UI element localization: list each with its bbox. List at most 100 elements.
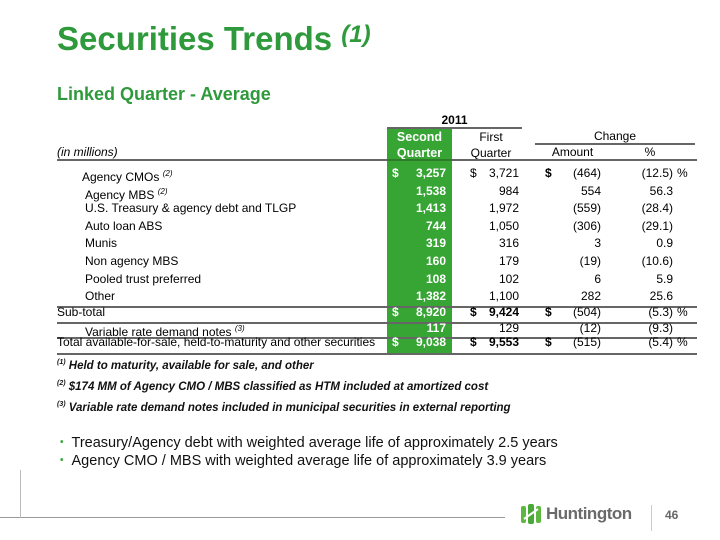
second-quarter-value: 319	[425, 236, 446, 250]
row-footnote-mark: (3)	[234, 324, 245, 333]
row-label-text: Agency MBS	[85, 188, 155, 202]
table-row: Sub-total $ $ $8,920 9,424 (504) (5.3)%	[0, 304, 720, 321]
row-label: U.S. Treasury & agency debt and TLGP	[85, 200, 296, 217]
footnote: (2) $174 MM of Agency CMO / MBS classifi…	[57, 380, 488, 393]
row-label-text: Agency CMOs	[82, 170, 160, 184]
bullet-item: • Treasury/Agency debt with weighted aver…	[60, 435, 558, 451]
pct-sign: %	[677, 166, 688, 180]
pct-value: 0.9	[656, 236, 673, 250]
table-row: Other 1,382 1,100 282 25.6	[0, 288, 720, 305]
first-quarter-dollar: $	[470, 166, 477, 180]
second-quarter-value: 3,257	[415, 166, 446, 180]
first-quarter-dollar: $	[470, 305, 477, 319]
row-label-text: U.S. Treasury & agency debt and TLGP	[85, 201, 297, 215]
table-rule	[57, 353, 697, 355]
first-quarter-value: 9,424	[488, 305, 519, 319]
first-quarter-dollar: $	[470, 335, 477, 349]
row-label: Agency MBS (2)	[85, 183, 168, 204]
amount-value: (559)	[572, 201, 601, 215]
huntington-logo-icon	[521, 504, 541, 524]
table-row: Agency MBS (2) 1,538 984 554 56.3	[0, 183, 720, 202]
table-row: Munis 319 316 3 0.9	[0, 235, 720, 252]
col-first-quarter: First Quarter	[470, 130, 512, 160]
amount-value: 3	[594, 236, 601, 250]
row-label: Total available-for-sale, held-to-maturi…	[57, 334, 375, 351]
row-label: Variable rate demand notes (3)	[85, 320, 245, 341]
row-label: Auto loan ABS	[85, 218, 162, 235]
second-quarter-value: 1,413	[415, 201, 446, 215]
table-row: Agency CMOs (2) $ $ $3,257 3,721 (464) (12.5)%	[0, 165, 720, 184]
row-label-text: Variable rate demand notes	[85, 325, 232, 339]
footnote-text: $174 MM of Agency CMO / MBS classified a…	[68, 380, 489, 393]
second-quarter-value: 744	[425, 219, 446, 233]
col-change: Change	[593, 129, 637, 143]
first-quarter-value: 984	[498, 184, 519, 198]
second-quarter-dollar: $	[392, 305, 399, 319]
amount-value: (12)	[579, 321, 601, 335]
huntington-logo: Huntington	[520, 503, 632, 525]
row-label: Sub-total	[57, 304, 105, 321]
first-quarter-value: 1,100	[488, 289, 519, 303]
first-quarter-value: 3,721	[488, 166, 519, 180]
pct-value: (10.6)	[641, 254, 673, 268]
row-label-text: Other	[85, 289, 116, 303]
bullet-icon: •	[60, 455, 64, 466]
table-row: Variable rate demand notes (3) 117 129 (12)…	[0, 320, 720, 339]
logo-text: Huntington	[546, 504, 632, 523]
pct-value: (9.3)	[648, 321, 673, 335]
row-label-text: Total available-for-sale, held-to-maturi…	[57, 335, 376, 349]
col-pct: %	[644, 145, 656, 159]
amount-value: (504)	[572, 305, 601, 319]
pct-value: (5.4)	[648, 335, 673, 349]
row-footnote-mark: (2)	[157, 187, 168, 196]
footnote: (1) Held to maturity, available for sale…	[57, 359, 314, 372]
row-label-text: Pooled trust preferred	[85, 272, 202, 286]
row-label: Munis	[85, 235, 117, 252]
pct-sign: %	[677, 335, 688, 349]
pct-sign: %	[677, 305, 688, 319]
row-label-text: Auto loan ABS	[85, 219, 163, 233]
page-number: 46	[665, 508, 679, 522]
year-header: 2011	[441, 113, 468, 127]
second-quarter-value: 9,038	[415, 335, 446, 349]
slide-subtitle: Linked Quarter - Average	[57, 84, 271, 104]
pct-value: 5.9	[656, 272, 673, 286]
pct-value: (29.1)	[641, 219, 673, 233]
row-label-text: Munis	[85, 236, 118, 250]
title-footnote-mark: (1)	[341, 21, 371, 48]
amount-dollar: $	[545, 335, 552, 349]
amount-value: 6	[594, 272, 601, 286]
amount-value: (515)	[572, 335, 601, 349]
second-quarter-value: 8,920	[415, 305, 446, 319]
footnote-mark: (1)	[57, 359, 66, 366]
row-footnote-mark: (2)	[162, 169, 173, 178]
amount-dollar: $	[545, 305, 552, 319]
bullet-text: Agency CMO / MBS with weighted average l…	[71, 453, 547, 469]
row-label-text: Sub-total	[57, 305, 106, 319]
row-label: Pooled trust preferred	[85, 271, 201, 288]
table-rule	[57, 322, 697, 324]
footer-rule	[0, 517, 505, 518]
first-quarter-value: 316	[498, 236, 519, 250]
table-row: Total available-for-sale, held-to-maturi…	[0, 334, 720, 351]
table-row: Pooled trust preferred 108 102 6 5.9	[0, 271, 720, 288]
table-row: U.S. Treasury & agency debt and TLGP 1,41…	[0, 200, 720, 217]
second-quarter-value: 108	[425, 272, 446, 286]
bullet-text: Treasury/Agency debt with weighted avera…	[71, 435, 558, 451]
table-rule	[57, 337, 697, 339]
footnote-text: Variable rate demand notes included in m…	[68, 401, 511, 414]
first-quarter-value: 1,972	[488, 201, 519, 215]
footer-rule-left	[20, 470, 21, 518]
second-quarter-value: 160	[425, 254, 446, 268]
second-quarter-value: 1,538	[415, 184, 446, 198]
row-label: Agency CMOs (2)	[82, 165, 172, 186]
amount-value: (19)	[579, 254, 601, 268]
bullet-icon: •	[60, 437, 64, 448]
first-quarter-value: 1,050	[488, 219, 519, 233]
footnote: (3) Variable rate demand notes included …	[57, 401, 511, 414]
first-quarter-value: 102	[498, 272, 519, 286]
first-quarter-value: 129	[498, 321, 519, 335]
pct-value: 56.3	[649, 184, 673, 198]
second-quarter-value: 1,382	[415, 289, 446, 303]
